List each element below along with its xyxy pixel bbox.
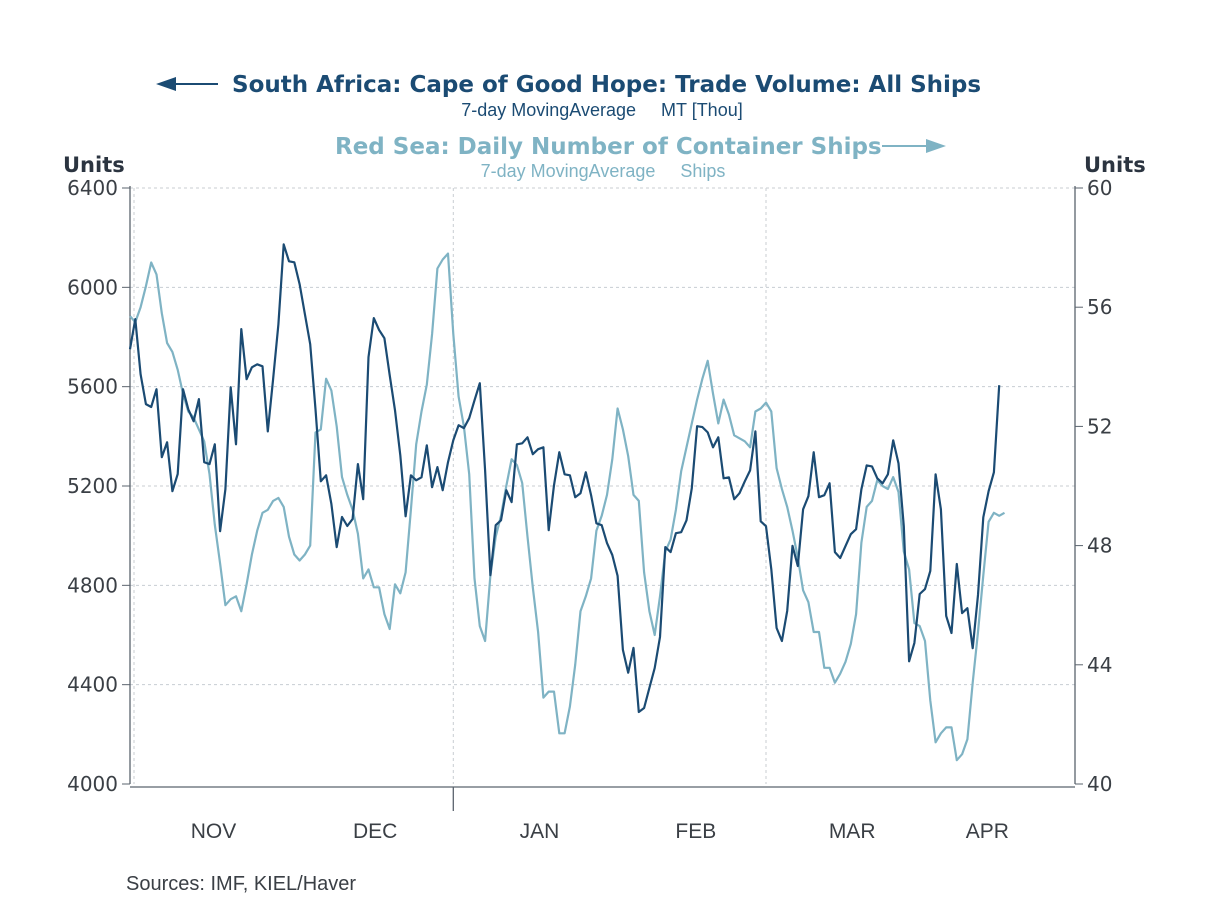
- left-y-axis-ticks: 6400 6000 5600 5200 4800 4400 4000: [67, 176, 130, 796]
- right-tick-label: 56: [1087, 295, 1112, 319]
- source-note: Sources: IMF, KIEL/Haver: [126, 873, 356, 895]
- x-tick-label: DEC: [353, 820, 397, 843]
- x-tick-label: MAR: [829, 820, 876, 843]
- right-axis-label: Units: [1084, 153, 1146, 177]
- left-series-title: South Africa: Cape of Good Hope: Trade V…: [232, 72, 981, 98]
- gridlines: [130, 187, 1075, 784]
- left-tick-label: 4400: [67, 673, 118, 697]
- right-series-title: Red Sea: Daily Number of Container Ships: [335, 134, 882, 160]
- series-layer: [128, 243, 1006, 762]
- left-tick-label: 5600: [67, 375, 118, 399]
- x-tick-label: JAN: [520, 820, 560, 843]
- right-tick-label: 60: [1087, 176, 1112, 200]
- right-y-axis-ticks: 60 56 52 48 44 40: [1075, 176, 1112, 796]
- right-arrow-icon: [882, 139, 946, 153]
- x-axis-ticks: NOV DEC JAN FEB MAR APR: [191, 820, 1009, 843]
- right-tick-label: 48: [1087, 534, 1112, 558]
- left-arrow-icon: [156, 77, 218, 91]
- left-series-subtitle: 7-day MovingAverage MT [Thou]: [461, 100, 742, 120]
- right-tick-label: 40: [1087, 772, 1112, 796]
- legend-right-series: Red Sea: Daily Number of Container Ships…: [335, 134, 946, 181]
- right-tick-label: 44: [1087, 653, 1112, 677]
- series-line-red-sea: [129, 252, 1006, 762]
- x-tick-label: APR: [966, 820, 1009, 843]
- left-tick-label: 6400: [67, 176, 118, 200]
- legend-left-series: South Africa: Cape of Good Hope: Trade V…: [156, 72, 981, 120]
- left-tick-label: 5200: [67, 474, 118, 498]
- left-axis-label: Units: [63, 153, 125, 177]
- x-tick-label: FEB: [675, 820, 716, 843]
- series-line-cape-of-good-hope: [128, 243, 1001, 714]
- left-tick-label: 4000: [67, 772, 118, 796]
- x-tick-label: NOV: [191, 820, 237, 843]
- right-tick-label: 52: [1087, 414, 1112, 438]
- left-tick-label: 6000: [67, 275, 118, 299]
- right-series-subtitle: 7-day MovingAverage Ships: [481, 161, 726, 181]
- left-tick-label: 4800: [67, 573, 118, 597]
